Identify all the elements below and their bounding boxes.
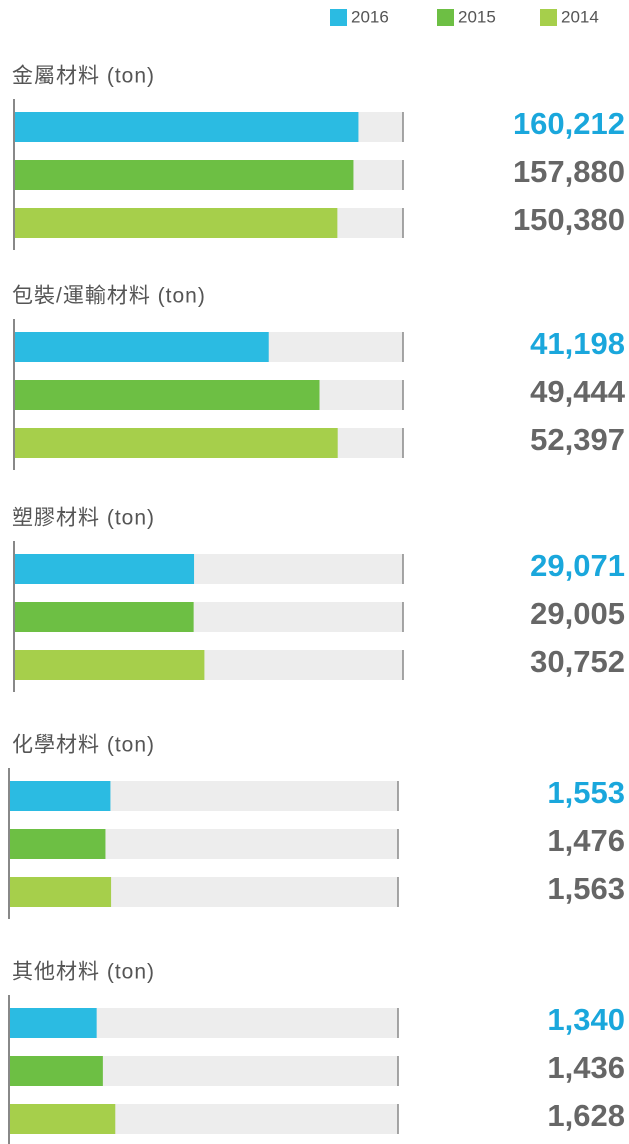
bar	[15, 112, 359, 142]
bar	[10, 1104, 116, 1134]
legend-label: 2016	[351, 7, 389, 26]
panel-title: 金屬材料 (ton)	[12, 65, 155, 88]
bar	[15, 380, 320, 410]
value-label: 160,212	[513, 106, 625, 141]
value-label: 1,436	[547, 1050, 625, 1085]
legend-label: 2014	[561, 7, 599, 26]
value-label: 1,340	[547, 1002, 625, 1037]
panel-title: 塑膠材料 (ton)	[12, 507, 155, 530]
bar	[10, 1008, 97, 1038]
bar	[15, 332, 269, 362]
legend-swatch	[330, 9, 347, 26]
value-label: 49,444	[530, 374, 626, 409]
value-label: 1,628	[547, 1098, 625, 1133]
bar	[15, 428, 338, 458]
bar	[10, 877, 112, 907]
bar	[10, 781, 111, 811]
panel-title: 化學材料 (ton)	[12, 734, 155, 757]
panel-title: 包裝/運輸材料 (ton)	[12, 285, 206, 308]
bar	[15, 208, 338, 238]
bar	[15, 602, 194, 632]
bar	[15, 650, 205, 680]
legend-swatch	[437, 9, 454, 26]
value-label: 157,880	[513, 154, 625, 189]
value-label: 29,071	[530, 548, 625, 583]
panel-title: 其他材料 (ton)	[12, 961, 155, 984]
value-label: 41,198	[530, 326, 625, 361]
value-label: 150,380	[513, 202, 625, 237]
value-label: 30,752	[530, 644, 625, 679]
value-label: 1,476	[547, 823, 625, 858]
legend-label: 2015	[458, 7, 496, 26]
value-label: 29,005	[530, 596, 625, 631]
value-label: 1,553	[547, 775, 625, 810]
bar	[15, 554, 195, 584]
value-label: 1,563	[547, 871, 625, 906]
bar	[15, 160, 354, 190]
bar	[10, 829, 106, 859]
bar	[10, 1056, 103, 1086]
value-label: 52,397	[530, 422, 625, 457]
legend-swatch	[540, 9, 557, 26]
